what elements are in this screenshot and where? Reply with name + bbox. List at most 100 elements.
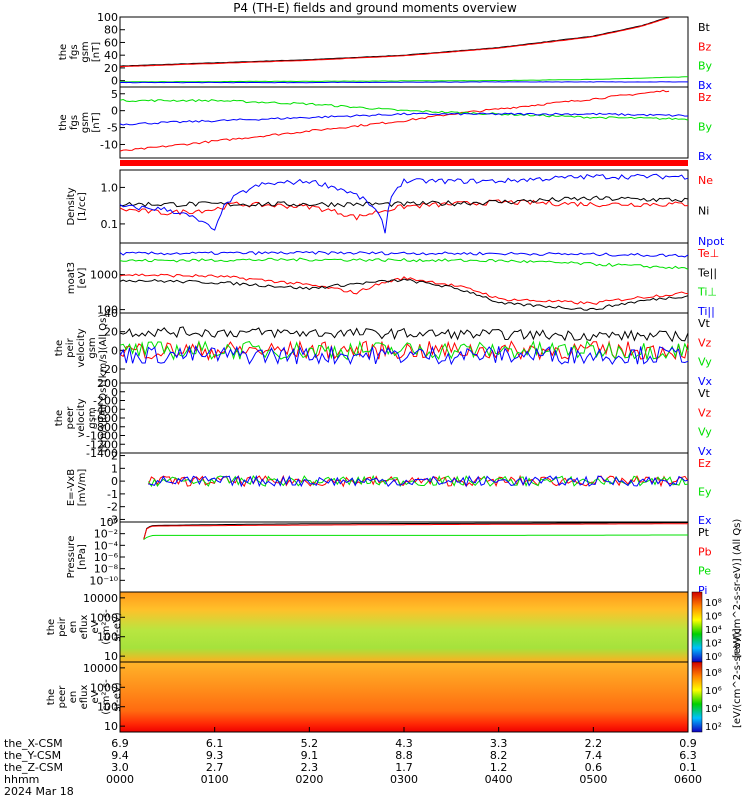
y-axis-label: [eV] (77, 268, 88, 289)
legend-label: Bx (698, 79, 713, 92)
colorbar-label: [eV/(cm^2-s-sr-eV)] (All Qs) (732, 519, 743, 658)
y-tick-label: 40 (104, 49, 118, 62)
spectrogram (120, 662, 688, 732)
series-Ne (119, 199, 689, 221)
legend-label: Ni (698, 205, 709, 218)
y-axis-label: eV (90, 620, 101, 633)
panel-frame (119, 382, 689, 454)
y-tick-label: 10⁻¹⁰ (89, 574, 118, 587)
legend-label: Pt (698, 526, 710, 539)
y-tick-label: 0 (111, 344, 118, 357)
y-tick-label: 0 (111, 386, 118, 399)
x-tick-value: 2.2 (585, 737, 603, 750)
y-tick-label: -20 (100, 363, 118, 376)
panel-efield: 210-1-2-3 E=-VxB [mV/m] Ez Ey Ex (66, 450, 712, 527)
y-axis-label: gsm (80, 112, 91, 133)
x-tick-value: 6.9 (111, 737, 129, 750)
legend-label: Bt (698, 21, 711, 34)
colorbar-tick-label: 10⁶ (705, 612, 722, 623)
x-row-label: the_Z-CSM (4, 761, 63, 774)
series-Te|| (119, 278, 689, 311)
y-axis-label: [mV/m] (77, 469, 88, 507)
y-tick-label: 0 (111, 105, 118, 118)
y-axis-label: [nT] (91, 42, 102, 62)
y-tick-label: 1 (111, 462, 118, 475)
y-tick-label: 0 (111, 75, 118, 88)
legend-label: Vx (698, 445, 713, 458)
panel-frame (119, 312, 689, 384)
legend-label: Bx (698, 150, 713, 163)
y-axis-label: [nT] (91, 112, 102, 132)
y-axis-label: gsm (87, 407, 98, 428)
y-tick-label: 20 (104, 62, 118, 75)
y-axis-label: eflux (79, 685, 90, 710)
y-tick-label: 1000 (90, 269, 118, 282)
panel-frame (119, 16, 689, 88)
y-axis-label: [km/s](All Qs) (98, 314, 109, 382)
series-Ti⊥ (119, 257, 689, 270)
legend-label: Vx (698, 375, 713, 388)
x-tick-value: 8.2 (490, 749, 508, 762)
y-tick-label: 2 (111, 450, 118, 463)
y-tick-label: 10000 (83, 662, 118, 675)
y-tick-label: 0 (111, 475, 118, 488)
y-tick-label: -200 (93, 395, 118, 408)
x-tick-value: 1.7 (395, 761, 413, 774)
series-Ex (148, 474, 689, 488)
legend-label: Bz (698, 91, 712, 104)
legend-label: Pb (698, 545, 712, 558)
x-tick-value: 9.1 (301, 749, 319, 762)
y-tick-label: -800 (93, 421, 118, 434)
legend-label: Pe (698, 565, 711, 578)
series-Pb (143, 523, 688, 540)
y-axis-label: the (46, 619, 57, 635)
y-tick-label: 100 (97, 304, 118, 317)
y-tick-label: 1000 (90, 611, 118, 624)
y-axis-label: E=-VxB (66, 469, 77, 506)
y-tick-label: 80 (104, 24, 118, 37)
y-axis-label: peer (57, 685, 68, 709)
y-tick-label: 200 (97, 377, 118, 390)
x-tick-label: 0300 (390, 773, 418, 786)
colorbar-tick-label: 10⁸ (705, 598, 722, 609)
legend-label: Vt (698, 317, 711, 330)
y-tick-label: 10000 (83, 592, 118, 605)
colorbar-label: [eV/(cm^2-s-sr-eV)] (732, 628, 743, 728)
y-axis-label: eflux (79, 615, 90, 640)
y-tick-label: 10⁻⁴ (94, 539, 119, 552)
x-tick-value: 9.3 (206, 749, 224, 762)
y-axis-label: the (58, 44, 69, 60)
y-axis-label: gsm (80, 41, 91, 62)
y-axis-label: sr-eV) (112, 612, 123, 641)
legend-label: Vy (698, 426, 712, 439)
y-tick-label: -3 (107, 513, 118, 526)
chart-title: P4 (TH-E) fields and ground moments over… (233, 1, 517, 15)
series-Vt (119, 326, 689, 343)
spectrogram (120, 592, 688, 662)
colorbar (691, 591, 703, 663)
y-axis-label: fgs (69, 44, 80, 59)
y-axis-label: sr-eV) (112, 682, 123, 711)
legend-label: Vt (698, 387, 711, 400)
series-Pe (143, 534, 688, 540)
y-axis-label: the (54, 410, 65, 426)
panel-peir_spec: 10⁸ 10⁶ 10⁴ 10² 10⁰ [eV/(cm^2-s-sr-eV)] (All … (46, 519, 743, 664)
x-tick-label: 0100 (201, 773, 229, 786)
y-tick-label: 10⁻⁸ (94, 563, 119, 576)
y-axis-label: velocity (76, 328, 87, 367)
y-axis-label: peir (65, 337, 76, 357)
legend-label: Bz (698, 40, 712, 53)
legend-label: By (698, 121, 713, 134)
y-tick-label: 10 (104, 650, 118, 663)
y-tick-label: -1400 (86, 447, 118, 460)
y-tick-label: -1000 (86, 430, 118, 443)
x-tick-value: 0.6 (585, 761, 603, 774)
x-tick-value: 8.8 (395, 749, 413, 762)
y-axis-label: peer (65, 406, 76, 430)
y-tick-label: -1200 (86, 438, 118, 451)
y-tick-label: 100 (97, 11, 118, 24)
y-axis-label: Density (66, 187, 77, 225)
legend-label: Pi (698, 584, 707, 597)
x-row-label: the_X-CSM (4, 737, 63, 750)
